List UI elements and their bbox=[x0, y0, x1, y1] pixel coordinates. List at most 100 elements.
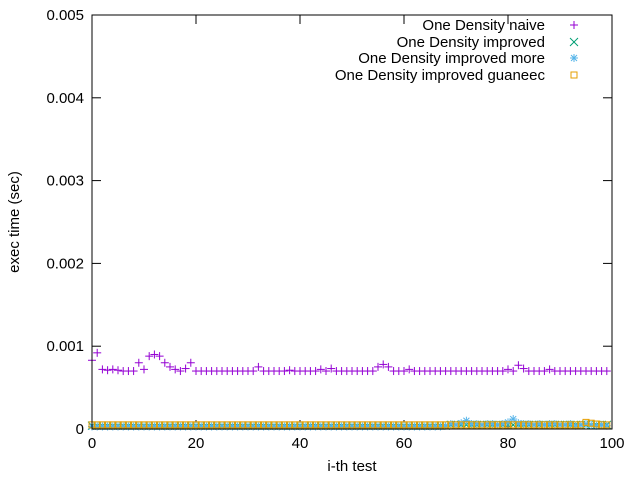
data-point bbox=[161, 421, 169, 429]
data-point bbox=[270, 421, 278, 429]
data-point bbox=[447, 421, 455, 429]
data-point bbox=[317, 421, 325, 429]
data-point bbox=[93, 421, 101, 429]
data-point bbox=[114, 366, 122, 375]
data-point bbox=[343, 421, 351, 429]
data-point bbox=[119, 421, 127, 429]
data-point bbox=[369, 421, 377, 429]
data-point bbox=[244, 421, 252, 429]
legend-label: One Density naive bbox=[422, 17, 545, 34]
data-point bbox=[322, 367, 330, 376]
data-point bbox=[530, 421, 538, 429]
data-point bbox=[540, 367, 549, 376]
data-point bbox=[561, 421, 569, 429]
data-point bbox=[98, 365, 107, 374]
y-axis-title: exec time (sec) bbox=[6, 171, 23, 273]
data-point bbox=[182, 421, 190, 429]
data-point bbox=[405, 365, 414, 374]
data-point bbox=[509, 421, 517, 429]
data-point bbox=[400, 421, 408, 429]
x-axis-title: i-th test bbox=[327, 458, 377, 475]
data-point bbox=[332, 421, 340, 429]
data-point bbox=[598, 421, 606, 429]
data-point bbox=[218, 421, 226, 429]
data-point bbox=[436, 421, 444, 429]
data-point bbox=[442, 421, 450, 429]
y-tick-label: 0 bbox=[76, 421, 84, 438]
data-point bbox=[494, 421, 502, 429]
data-point bbox=[410, 421, 418, 429]
data-point bbox=[327, 421, 335, 429]
data-point bbox=[114, 421, 122, 429]
data-point bbox=[134, 358, 143, 367]
data-point bbox=[145, 352, 154, 361]
data-point bbox=[405, 421, 413, 429]
data-point bbox=[603, 421, 611, 429]
data-point bbox=[473, 421, 481, 429]
y-tick-label: 0.002 bbox=[46, 255, 84, 272]
data-point bbox=[285, 366, 294, 375]
data-point bbox=[400, 367, 408, 376]
data-point bbox=[104, 421, 112, 429]
data-point bbox=[353, 421, 361, 429]
data-point bbox=[379, 360, 388, 369]
data-point bbox=[124, 421, 132, 429]
data-point bbox=[577, 421, 585, 429]
data-point bbox=[525, 421, 533, 429]
legend-entry: One Density improved bbox=[397, 34, 579, 51]
data-point bbox=[587, 419, 595, 427]
data-point bbox=[509, 367, 518, 376]
data-point bbox=[166, 362, 174, 371]
data-point bbox=[520, 421, 528, 429]
data-point bbox=[457, 421, 465, 429]
legend-entry: One Density improved more bbox=[358, 50, 578, 67]
data-point bbox=[364, 421, 372, 429]
data-point bbox=[275, 421, 283, 429]
data-point bbox=[129, 367, 138, 376]
data-point bbox=[130, 421, 138, 429]
data-point bbox=[519, 364, 528, 373]
data-point bbox=[301, 421, 309, 429]
data-point bbox=[160, 358, 169, 367]
data-point bbox=[592, 420, 600, 428]
data-point bbox=[249, 367, 258, 376]
data-point bbox=[384, 362, 393, 371]
data-point bbox=[416, 421, 424, 429]
y-tick-label: 0.001 bbox=[46, 338, 84, 355]
data-point bbox=[181, 364, 190, 373]
x-tick-label: 20 bbox=[188, 435, 205, 452]
data-point bbox=[291, 421, 299, 429]
plot-frame bbox=[91, 14, 613, 430]
data-point bbox=[368, 367, 377, 376]
series-0 bbox=[88, 348, 611, 376]
data-point bbox=[280, 367, 289, 376]
data-point bbox=[176, 421, 184, 429]
legend-label: One Density improved bbox=[397, 34, 545, 51]
data-point bbox=[249, 421, 257, 429]
data-point bbox=[348, 421, 356, 429]
data-point bbox=[322, 421, 330, 429]
data-point bbox=[192, 421, 200, 429]
data-point bbox=[390, 421, 398, 429]
x-tick-label: 0 bbox=[88, 435, 96, 452]
legend-marker bbox=[570, 54, 578, 62]
data-point bbox=[556, 421, 564, 429]
data-point bbox=[155, 352, 164, 361]
data-point bbox=[171, 365, 180, 374]
legend-label: One Density improved more bbox=[358, 50, 545, 67]
data-point bbox=[582, 418, 590, 426]
x-tick-label: 60 bbox=[396, 435, 413, 452]
data-point bbox=[280, 421, 288, 429]
data-point bbox=[483, 421, 491, 429]
data-point bbox=[265, 421, 273, 429]
data-point bbox=[156, 421, 164, 429]
legend-marker bbox=[570, 21, 578, 29]
data-point bbox=[187, 421, 195, 429]
data-point bbox=[316, 365, 325, 374]
data-point bbox=[374, 421, 382, 429]
data-point bbox=[431, 421, 439, 429]
data-point bbox=[150, 421, 158, 429]
data-point bbox=[384, 421, 392, 429]
y-tick-labels: 0 0.001 0.002 0.003 0.004 0.005 bbox=[46, 7, 84, 438]
data-point bbox=[374, 362, 382, 371]
